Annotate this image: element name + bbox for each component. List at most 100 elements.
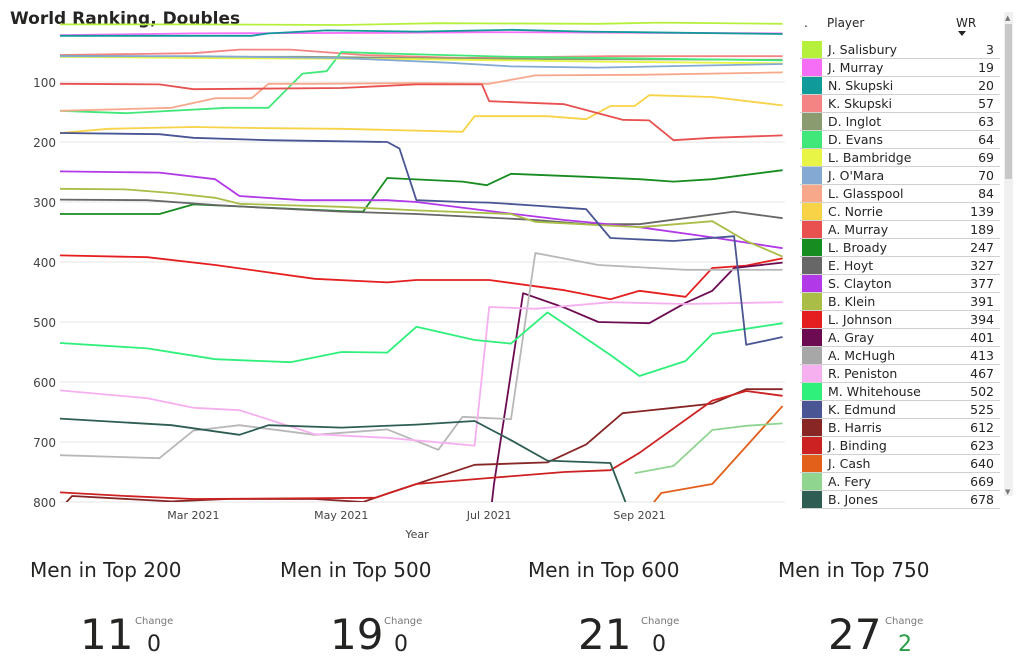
table-row[interactable]: A. Fery 669 <box>800 473 1000 491</box>
series-line-m-whitehouse[interactable] <box>60 311 783 377</box>
table-row[interactable]: E. Hoyt 327 <box>800 257 1000 275</box>
table-row[interactable]: L. Bambridge 69 <box>800 149 1000 167</box>
player-wr: 19 <box>978 60 994 75</box>
y-tick-label: 800 <box>33 496 56 510</box>
series-line-j-o-mara[interactable] <box>60 55 783 69</box>
sort-descending-icon[interactable] <box>958 31 966 36</box>
table-row[interactable]: B. Harris 612 <box>800 419 1000 437</box>
series-line-a-mchugh[interactable] <box>60 252 783 460</box>
table-row[interactable]: J. Salisbury 3 <box>800 41 1000 59</box>
kpi-label: Men in Top 750 <box>778 558 930 582</box>
y-axis-ticks: 100 200 300 400 500 600 700 800 <box>33 76 56 510</box>
series-line-j-salisbury[interactable] <box>60 21 783 26</box>
table-row[interactable]: A. Gray 401 <box>800 329 1000 347</box>
kpi-change-value: 0 <box>652 632 666 657</box>
wr-column-header[interactable]: WR <box>956 16 977 30</box>
player-name: B. Harris <box>828 420 882 435</box>
player-name: E. Hoyt <box>828 258 874 273</box>
series-line-b-harris[interactable] <box>60 388 783 509</box>
y-tick-label: 500 <box>33 316 56 330</box>
player-wr: 678 <box>970 492 994 507</box>
player-name: C. Norrie <box>828 204 883 219</box>
x-tick-label: Sep 2021 <box>613 509 665 522</box>
series-line-l-johnson[interactable] <box>60 254 783 301</box>
kpi-value: 19 <box>330 610 384 659</box>
series-line-n-skupski[interactable] <box>60 28 783 37</box>
series-line-e-hoyt[interactable] <box>60 198 783 226</box>
table-row[interactable]: L. Glasspool 84 <box>800 185 1000 203</box>
series-line-c-norrie[interactable] <box>60 94 783 134</box>
table-row[interactable]: D. Evans 64 <box>800 131 1000 149</box>
y-tick-label: 400 <box>33 256 56 270</box>
player-color-swatch <box>802 203 822 220</box>
table-row[interactable]: K. Skupski 57 <box>800 95 1000 113</box>
table-row[interactable]: S. Clayton 377 <box>800 275 1000 293</box>
table-row[interactable]: D. Inglot 63 <box>800 113 1000 131</box>
table-row[interactable]: B. Jones 678 <box>800 491 1000 509</box>
table-row[interactable]: J. Cash 640 <box>800 455 1000 473</box>
table-row[interactable]: J. Murray 19 <box>800 59 1000 77</box>
table-row[interactable]: N. Skupski 20 <box>800 77 1000 95</box>
player-name: L. Broady <box>828 240 887 255</box>
series-line-l-glasspool[interactable] <box>60 71 783 112</box>
player-name: J. O'Mara <box>828 168 885 183</box>
kpi-change-label: Change <box>384 616 423 627</box>
series-line-b-jones[interactable] <box>60 417 635 526</box>
table-row[interactable]: C. Norrie 139 <box>800 203 1000 221</box>
player-color-swatch <box>802 149 822 166</box>
table-row[interactable]: B. Klein 391 <box>800 293 1000 311</box>
series-line-l-bambridge[interactable] <box>60 55 783 65</box>
player-wr: 139 <box>970 204 994 219</box>
player-wr: 327 <box>970 258 994 273</box>
player-name: L. Bambridge <box>828 150 912 165</box>
table-row[interactable]: L. Broady 247 <box>800 239 1000 257</box>
series-line-b-klein[interactable] <box>60 187 783 258</box>
series-line-r-peniston[interactable] <box>60 301 783 447</box>
player-name: N. Skupski <box>828 78 894 93</box>
player-color-swatch <box>802 455 822 472</box>
player-color-swatch <box>802 221 822 238</box>
player-wr: 247 <box>970 240 994 255</box>
player-wr: 612 <box>970 420 994 435</box>
series-line-j-binding[interactable] <box>60 390 783 500</box>
player-wr: 413 <box>970 348 994 363</box>
table-scrollbar[interactable]: ▲ ▼ <box>1004 12 1013 496</box>
player-name: K. Skupski <box>828 96 893 111</box>
table-rows: J. Salisbury 3 J. Murray 19 N. Skupski 20 K. S… <box>800 41 1000 509</box>
player-color-swatch <box>802 239 822 256</box>
series-line-k-edmund[interactable] <box>60 132 783 346</box>
scroll-up-icon[interactable]: ▲ <box>1005 14 1011 22</box>
kpi-top-600: Men in Top 600 21 Change 0 <box>528 558 748 659</box>
y-tick-label: 700 <box>33 436 56 450</box>
player-column-header[interactable]: Player <box>827 16 865 30</box>
table-row[interactable]: M. Whitehouse 502 <box>800 383 1000 401</box>
x-tick-label: Jul 2021 <box>466 509 512 522</box>
series-line-a-fery[interactable] <box>634 422 783 475</box>
table-row[interactable]: J. Binding 623 <box>800 437 1000 455</box>
table-row[interactable]: R. Peniston 467 <box>800 365 1000 383</box>
kpi-label: Men in Top 200 <box>30 558 182 582</box>
scrollbar-thumb[interactable] <box>1005 24 1012 179</box>
player-wr: 57 <box>978 96 994 111</box>
series-line-j-cash[interactable] <box>635 405 784 526</box>
player-wr: 70 <box>978 168 994 183</box>
kpi-value: 21 <box>578 610 632 659</box>
x-axis-label: Year <box>404 528 429 541</box>
series-line-s-clayton[interactable] <box>60 170 783 250</box>
table-row[interactable]: K. Edmund 525 <box>800 401 1000 419</box>
player-wr: 467 <box>970 366 994 381</box>
kpi-top-750: Men in Top 750 27 Change 2 <box>778 558 998 659</box>
scroll-down-icon[interactable]: ▼ <box>1005 488 1011 496</box>
table-row[interactable]: A. McHugh 413 <box>800 347 1000 365</box>
player-name: A. McHugh <box>828 348 896 363</box>
table-row[interactable]: J. O'Mara 70 <box>800 167 1000 185</box>
series-line-d-evans[interactable] <box>60 51 783 115</box>
player-color-swatch <box>802 491 822 508</box>
series-line-k-skupski[interactable] <box>60 48 783 59</box>
kpi-change-value: 0 <box>147 632 161 657</box>
table-row[interactable]: A. Murray 189 <box>800 221 1000 239</box>
series-line-a-murray[interactable] <box>60 82 783 142</box>
table-header: . Player WR <box>800 12 1000 40</box>
series-line-a-gray[interactable] <box>489 261 783 526</box>
table-row[interactable]: L. Johnson 394 <box>800 311 1000 329</box>
